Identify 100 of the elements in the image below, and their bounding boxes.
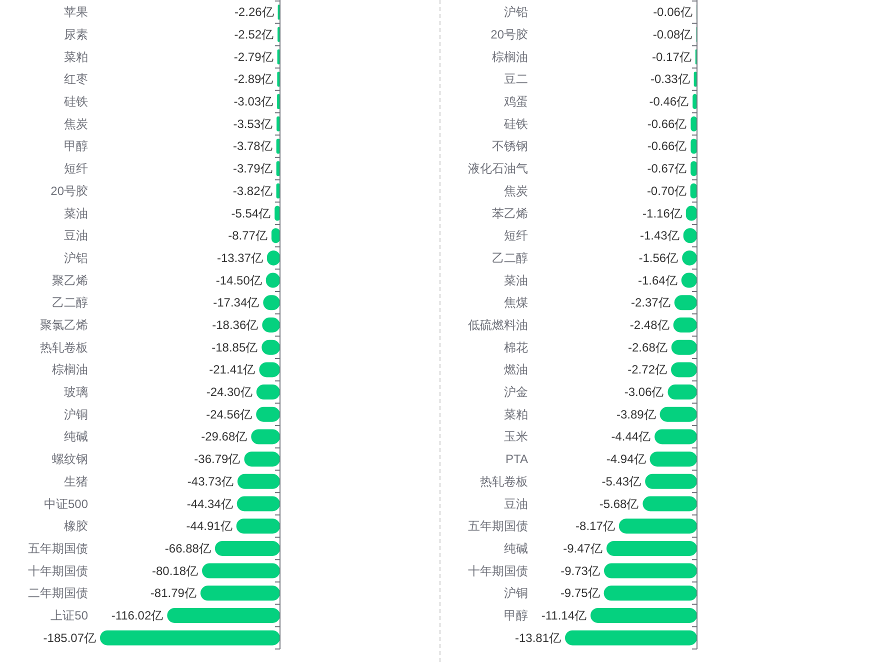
y-tick-label: 豆二 — [504, 72, 528, 86]
y-tick-label: 焦炭 — [64, 116, 88, 131]
data-label: -3.82亿 — [232, 184, 272, 198]
y-tick-label: 短纤 — [504, 228, 528, 243]
y-tick-label: 纯碱 — [64, 430, 88, 444]
data-label: -44.91亿 — [186, 519, 232, 534]
data-label: -0.08亿 — [652, 28, 692, 42]
y-tick-label: 聚乙烯 — [52, 273, 88, 288]
y-tick-label: 甲醇 — [64, 139, 88, 154]
y-tick-label: PTA — [506, 452, 528, 466]
y-tick-label: 苯乙烯 — [492, 206, 528, 220]
y-tick-label: 橡胶 — [64, 519, 88, 534]
y-tick-label: 苹果 — [64, 5, 88, 20]
y-tick-label: 中证500 — [44, 496, 88, 511]
y-tick-label: 乙二醇 — [52, 296, 88, 310]
y-tick-label: 红枣 — [64, 72, 88, 86]
data-label: -29.68亿 — [201, 430, 248, 444]
data-label: -3.53亿 — [233, 116, 273, 131]
y-tick-label: 沪金 — [504, 385, 528, 400]
data-label: -5.43亿 — [602, 474, 642, 488]
data-label: -9.75亿 — [560, 586, 600, 600]
data-label: -11.14亿 — [541, 608, 587, 622]
y-tick-label: 棉花 — [504, 340, 528, 354]
data-label: -5.54亿 — [231, 206, 271, 220]
data-label: -116.02亿 — [111, 608, 164, 622]
y-tick-label: 二年期国债 — [28, 586, 88, 600]
data-label: -13.37亿 — [216, 250, 263, 265]
data-label: -13.81亿 — [514, 630, 561, 645]
data-label: -1.56亿 — [638, 250, 678, 265]
data-label: -1.64亿 — [638, 273, 678, 288]
y-tick-label: 十年期国债 — [468, 564, 528, 578]
y-tick-label: 焦炭 — [504, 184, 528, 198]
y-tick-label: 沪铜 — [504, 586, 528, 600]
data-label: -2.79亿 — [234, 50, 274, 64]
data-label: -8.77亿 — [228, 228, 268, 243]
y-tick-label: 焦煤 — [504, 296, 528, 310]
y-tick-label: 菜粕 — [504, 407, 528, 422]
data-label: -0.46亿 — [649, 94, 689, 109]
data-label: -1.43亿 — [640, 228, 680, 243]
y-tick-label: 上证50 — [50, 608, 88, 622]
data-label: -43.73亿 — [187, 474, 234, 488]
data-label: -18.36亿 — [212, 318, 258, 332]
y-tick-label: 聚氯乙烯 — [40, 318, 88, 332]
y-tick-label: 纯碱 — [504, 541, 528, 556]
data-label: -44.34亿 — [186, 496, 233, 511]
data-label: -2.68亿 — [628, 340, 668, 354]
y-tick-label: 20号胶 — [490, 28, 528, 42]
data-label: -9.73亿 — [560, 564, 600, 578]
data-label: -17.34亿 — [213, 296, 260, 310]
data-label: -0.06亿 — [653, 5, 692, 20]
data-label: -14.50亿 — [216, 273, 262, 288]
y-tick-label: 玉米 — [504, 430, 528, 444]
y-tick-label: 玻璃 — [64, 385, 88, 400]
y-tick-label: 硅铁 — [503, 116, 528, 131]
data-label: -80.18亿 — [152, 564, 198, 578]
data-label: -24.30亿 — [206, 385, 252, 400]
y-tick-label: 棕榈油 — [492, 50, 528, 64]
data-label: -0.66亿 — [647, 139, 687, 154]
data-label: -18.85亿 — [212, 340, 258, 354]
data-label: -0.17亿 — [652, 50, 692, 64]
y-tick-label: 乙二醇 — [492, 250, 528, 265]
data-label: -2.72亿 — [628, 362, 667, 377]
y-tick-label: 豆油 — [504, 496, 528, 511]
y-tick-label: 五年期国债 — [468, 519, 528, 534]
y-tick-label: 热轧卷板 — [480, 474, 528, 488]
data-label: -2.89亿 — [234, 72, 274, 86]
y-tick-label: 沪铜 — [64, 407, 88, 422]
y-tick-label: 五年期国债 — [28, 541, 88, 556]
y-tick-label: 尿素 — [64, 28, 88, 42]
y-tick-label: 20号胶 — [50, 184, 88, 198]
y-tick-label: 菜油 — [64, 206, 88, 220]
data-label: -2.52亿 — [234, 28, 274, 42]
data-label: -5.68亿 — [599, 496, 639, 511]
data-label: -4.94亿 — [606, 452, 646, 466]
y-tick-label: 菜粕 — [64, 50, 88, 64]
data-label: -36.79亿 — [194, 452, 240, 466]
y-tick-label: 菜油 — [504, 273, 528, 288]
y-tick-label: 硅铁 — [63, 94, 88, 109]
data-label: -21.41亿 — [209, 362, 256, 377]
y-tick-label: 低硫燃料油 — [468, 318, 528, 332]
data-label: -9.47亿 — [563, 541, 602, 556]
data-label: -2.48亿 — [630, 318, 670, 332]
y-tick-label: 沪铅 — [504, 5, 528, 20]
data-label: -8.17亿 — [576, 519, 615, 534]
data-label: -66.88亿 — [164, 541, 211, 556]
y-tick-label: 短纤 — [64, 162, 88, 176]
data-label: -3.79亿 — [232, 162, 272, 176]
data-label: -2.26亿 — [234, 5, 274, 20]
data-label: -3.78亿 — [232, 139, 272, 154]
data-label: -185.07亿 — [43, 630, 96, 645]
y-tick-label: 液化石油气 — [468, 162, 528, 176]
data-label: -81.79亿 — [150, 586, 196, 600]
data-label: -3.03亿 — [234, 94, 274, 109]
y-tick-label: 热轧卷板 — [40, 340, 88, 354]
data-label: -0.70亿 — [646, 184, 686, 198]
y-tick-label: 豆油 — [64, 228, 88, 243]
data-label: -2.37亿 — [630, 296, 670, 310]
data-label: -4.44亿 — [611, 430, 651, 444]
y-tick-label: 十年期国债 — [28, 564, 88, 578]
y-tick-label: 甲醇 — [504, 608, 528, 622]
